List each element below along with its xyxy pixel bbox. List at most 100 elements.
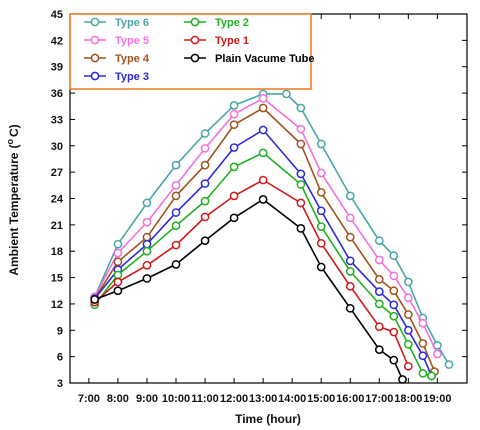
data-point-type-3 <box>229 143 239 152</box>
data-point-type-4 <box>296 139 306 149</box>
data-point-type-5 <box>229 109 239 119</box>
data-point-type-3 <box>374 287 384 296</box>
legend-label: Type 1 <box>215 35 249 47</box>
data-point-type-1 <box>389 327 399 337</box>
y-tick-label: 30 <box>51 141 63 153</box>
data-point-type-5 <box>374 255 384 265</box>
y-tick-label: 36 <box>51 88 63 100</box>
data-point-type-6 <box>200 129 210 138</box>
data-point-plain-vacume-tube <box>200 236 210 246</box>
data-point-plain-vacume-tube <box>142 274 152 283</box>
legend-label: Type 3 <box>115 71 149 83</box>
data-point-plain-vacume-tube <box>90 295 100 304</box>
data-point-type-6 <box>374 236 384 246</box>
data-point-plain-vacume-tube <box>258 195 268 204</box>
y-tick-label: 42 <box>51 35 63 47</box>
data-point-type-1 <box>345 282 355 291</box>
data-point-type-6 <box>345 191 355 201</box>
legend-swatch-marker <box>90 35 100 45</box>
legend-item-type-3: Type 3 <box>84 71 149 83</box>
y-tick-label: 33 <box>51 114 63 126</box>
data-point-type-4 <box>316 188 326 197</box>
data-point-type-3 <box>316 206 326 216</box>
data-point-type-4 <box>171 191 181 201</box>
legend-item-type-2: Type 2 <box>184 17 249 29</box>
data-point-type-3 <box>345 256 355 266</box>
data-point-type-6 <box>296 103 306 113</box>
data-point-type-2 <box>258 148 268 158</box>
data-point-type-4 <box>229 120 239 130</box>
x-tick-label: 12:00 <box>220 393 248 405</box>
data-point-type-6 <box>316 139 326 149</box>
data-point-type-6 <box>142 198 152 208</box>
data-point-type-6 <box>229 101 239 110</box>
data-point-type-6 <box>171 160 181 170</box>
data-point-type-5 <box>200 144 210 153</box>
data-point-type-1 <box>142 260 152 270</box>
y-tick-label: 18 <box>51 246 63 258</box>
data-point-type-2 <box>374 299 384 309</box>
data-point-plain-vacume-tube <box>113 286 123 296</box>
legend-swatch-marker <box>90 53 100 63</box>
legend-swatch-marker <box>190 17 200 27</box>
data-point-type-5 <box>403 293 413 303</box>
data-point-type-4 <box>418 339 428 348</box>
data-point-type-1 <box>316 238 326 248</box>
data-point-type-3 <box>171 208 181 217</box>
data-point-type-5 <box>171 180 181 190</box>
data-point-type-4 <box>403 310 413 319</box>
legend-label: Type 6 <box>115 17 149 29</box>
legend-label: Type 5 <box>115 35 149 47</box>
data-point-type-2 <box>345 267 355 276</box>
data-point-plain-vacume-tube <box>389 355 399 365</box>
data-point-type-1 <box>403 361 413 371</box>
data-point-type-3 <box>296 169 306 179</box>
data-point-type-2 <box>403 339 413 349</box>
series-type-1 <box>90 175 413 371</box>
legend-swatch-marker <box>190 35 200 45</box>
legend-item-plain-vacume-tube: Plain Vacume Tube <box>184 53 314 65</box>
x-tick-label: 19:00 <box>423 393 451 405</box>
data-point-type-3 <box>403 325 413 335</box>
legend-label: Plain Vacume Tube <box>215 53 314 65</box>
x-tick-label: 13:00 <box>249 393 277 405</box>
legend-item-type-4: Type 4 <box>84 53 150 65</box>
x-tick-label: 7:00 <box>78 393 100 405</box>
data-point-type-2 <box>296 180 306 189</box>
legend-box <box>69 13 312 90</box>
y-tick-label: 27 <box>51 167 63 179</box>
data-point-type-6 <box>444 360 454 369</box>
data-point-type-3 <box>200 179 210 188</box>
y-axis-title-degree: o <box>5 139 15 145</box>
data-point-type-2 <box>142 246 152 256</box>
data-point-type-1 <box>258 175 268 185</box>
y-tick-label: 39 <box>51 62 63 74</box>
series-layer <box>90 89 454 384</box>
x-tick-label: 11:00 <box>191 393 219 405</box>
x-tick-label: 8:00 <box>107 393 129 405</box>
x-tick-label: 10:00 <box>162 393 190 405</box>
data-point-type-2 <box>418 368 428 378</box>
data-point-type-4 <box>345 232 355 242</box>
y-axis-title-unit: C) <box>7 124 21 137</box>
data-point-type-1 <box>374 322 384 332</box>
series-type-2 <box>90 148 436 381</box>
data-point-type-1 <box>229 191 239 201</box>
data-point-type-6 <box>403 277 413 287</box>
y-axis-title-main: Ambient Temperature <box>7 152 21 275</box>
data-point-type-1 <box>113 277 123 287</box>
data-point-type-6 <box>113 239 123 249</box>
x-tick-label: 9:00 <box>136 393 158 405</box>
data-point-type-2 <box>200 196 210 206</box>
y-tick-label: 3 <box>57 378 63 390</box>
series-plain-vacume-tube <box>90 195 407 384</box>
y-axis-title: Ambient Temperature (o C) <box>5 124 21 275</box>
legend: Type 6 Type 5 Type 4 Type 3 Type 2 Type 1 Plai… <box>69 13 314 90</box>
data-point-type-4 <box>142 232 152 242</box>
data-point-type-2 <box>389 311 399 321</box>
data-point-type-4 <box>389 286 399 296</box>
data-point-type-6 <box>389 251 399 260</box>
